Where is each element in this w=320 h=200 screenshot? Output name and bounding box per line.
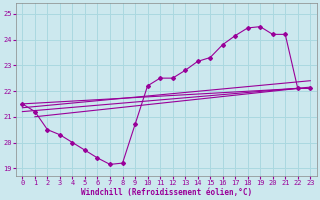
X-axis label: Windchill (Refroidissement éolien,°C): Windchill (Refroidissement éolien,°C) xyxy=(81,188,252,197)
